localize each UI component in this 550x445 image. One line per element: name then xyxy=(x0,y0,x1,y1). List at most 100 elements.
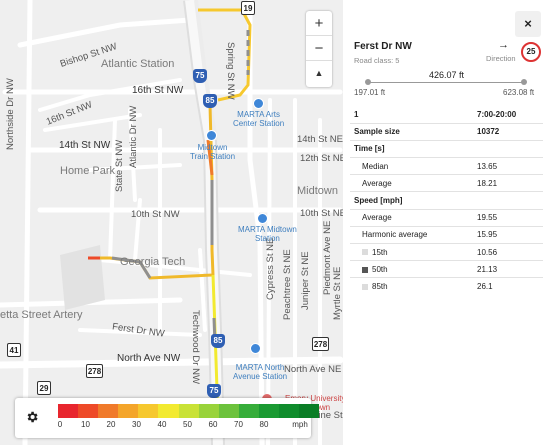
stat-value: 18.21 xyxy=(473,174,543,192)
label-spring-st: Spring St NW xyxy=(225,42,236,100)
scale-swatch xyxy=(178,404,199,418)
stat-value xyxy=(473,139,543,158)
legend-unit: mph xyxy=(292,420,308,429)
label-atlantic-station: Atlantic Station xyxy=(101,58,175,70)
compass-button[interactable]: ▲ xyxy=(314,68,324,78)
legend-tick: 30 xyxy=(132,420,141,429)
label-marta-arts: MARTA Arts Center Station xyxy=(233,110,285,128)
direction-arrow-icon[interactable]: → xyxy=(498,39,509,51)
stat-label-text: Sample size xyxy=(354,127,400,137)
label-etta-street: etta Street Artery xyxy=(0,309,83,321)
stats-row: Time [s] xyxy=(350,139,543,158)
length-min-marker xyxy=(365,79,371,85)
label-10th-st-ne: 10th St NE xyxy=(300,208,343,219)
stats-row: 50th 21.13 xyxy=(350,260,543,278)
interstate-85-shield: 85 xyxy=(203,94,217,108)
route-41-shield: 41 xyxy=(7,343,21,357)
length-max: 623.08 ft xyxy=(503,88,535,97)
stat-label-text: Median xyxy=(362,161,389,171)
legend-tick: 0 xyxy=(57,420,63,429)
label-atlantic-dr: Atlantic Dr NW xyxy=(128,105,139,168)
stat-label-text: 50th xyxy=(372,264,388,274)
stat-value: 19.55 xyxy=(473,208,543,227)
stat-label: Time [s] xyxy=(350,139,473,158)
label-marta-north: MARTA North Avenue Station xyxy=(233,363,288,381)
color-scale xyxy=(58,404,320,418)
scale-swatch xyxy=(138,404,159,418)
interstate-75-shield-south: 75 xyxy=(207,384,221,398)
close-button[interactable]: × xyxy=(515,11,541,37)
segment-title: Ferst Dr NW xyxy=(354,41,412,52)
stats-row: 85th 26.1 xyxy=(350,277,543,296)
stat-label: 85th xyxy=(350,277,473,296)
train-station-icon xyxy=(206,130,217,141)
percentile-swatch[interactable] xyxy=(362,284,368,291)
stat-label-text: Speed [mph] xyxy=(354,196,403,206)
direction-label: Direction xyxy=(486,54,516,63)
zoom-in-button[interactable]: + xyxy=(306,11,332,36)
label-pine-st: Pine St NE xyxy=(312,410,343,421)
route-29-shield: 29 xyxy=(37,381,51,395)
label-home-park: Home Park xyxy=(60,165,116,177)
length-track xyxy=(368,82,524,83)
scale-swatch xyxy=(158,404,179,418)
stat-label-text: Harmonic average xyxy=(362,230,428,240)
label-juniper-st: Juniper St NE xyxy=(300,251,311,310)
stat-value: 26.1 xyxy=(473,277,543,296)
map-view[interactable]: Bishop St NW Atlantic Station 16th St NW… xyxy=(0,0,343,445)
percentile-swatch[interactable] xyxy=(362,266,368,273)
stat-label: Harmonic average xyxy=(350,225,473,244)
label-14th-st: 14th St NW xyxy=(59,140,111,151)
stat-label: Median xyxy=(350,157,473,175)
length-max-marker xyxy=(521,79,527,85)
marta-north-icon xyxy=(250,343,261,354)
interstate-85-shield-south: 85 xyxy=(211,334,225,348)
stat-label-text: Average xyxy=(362,178,392,188)
route-278-shield: 278 xyxy=(86,364,103,378)
label-peachtree-st: Peachtree St NE xyxy=(282,249,293,320)
gear-icon[interactable] xyxy=(19,404,45,430)
scale-swatch xyxy=(58,404,79,418)
label-north-ave-ne: North Ave NE xyxy=(284,364,342,375)
label-north-ave: North Ave NW xyxy=(117,353,181,364)
legend-tick: 60 xyxy=(208,420,218,429)
stat-label: Sample size xyxy=(350,122,473,141)
label-midtown: Midtown xyxy=(297,185,338,197)
label-georgia-tech: Georgia Tech xyxy=(120,256,186,268)
scale-swatch xyxy=(98,404,119,418)
legend-tick: 80 xyxy=(259,420,269,429)
stat-label-text: 15th xyxy=(372,247,388,257)
label-techwood-dr: Techwood Dr NW xyxy=(190,310,201,384)
road-class: Road class: 5 xyxy=(354,56,400,65)
label-16th-st: 16th St NW xyxy=(132,85,184,96)
stat-label-text: Average xyxy=(362,213,392,223)
percentile-swatch[interactable] xyxy=(362,249,368,256)
stat-value: 7:00-20:00 xyxy=(477,109,517,119)
stats-row: Sample size 10372 xyxy=(350,122,543,141)
marta-station-icon xyxy=(253,98,264,109)
map-base xyxy=(0,0,343,445)
legend-tick: 10 xyxy=(81,420,90,429)
stats-row: Average 19.55 xyxy=(350,208,543,227)
zoom-out-button[interactable]: − xyxy=(306,36,332,61)
scale-swatch xyxy=(198,404,219,418)
label-10th-st: 10th St NW xyxy=(131,209,180,220)
stat-label: 50th xyxy=(350,260,473,278)
label-14th-st-ne: 14th St NE xyxy=(297,134,343,145)
label-state-st: State St NW xyxy=(114,139,125,192)
segment-panel: × Ferst Dr NW Road class: 5 → Direction … xyxy=(343,0,550,445)
stat-label: 1 xyxy=(350,106,473,123)
stats-row: 15th 10.56 xyxy=(350,242,543,261)
legend-tick: 70 xyxy=(234,420,243,429)
stats-row: Harmonic average 15.95 xyxy=(350,225,543,244)
zoom-controls: + − ▲ xyxy=(306,11,332,87)
stat-value: 15.95 xyxy=(473,225,543,244)
legend-tick: 40 xyxy=(157,420,167,429)
stats-row: Median 13.65 xyxy=(350,157,543,175)
stats-table: 1 7:00-20:00 Sample size 10372 Time [s] Media… xyxy=(350,106,543,296)
stat-value: 10372 xyxy=(473,122,543,141)
stat-value: 21.13 xyxy=(473,260,543,278)
stats-row: Speed [mph] xyxy=(350,191,543,210)
stat-label-text: 85th xyxy=(372,282,388,292)
speed-limit-sign: 25 xyxy=(521,42,541,62)
